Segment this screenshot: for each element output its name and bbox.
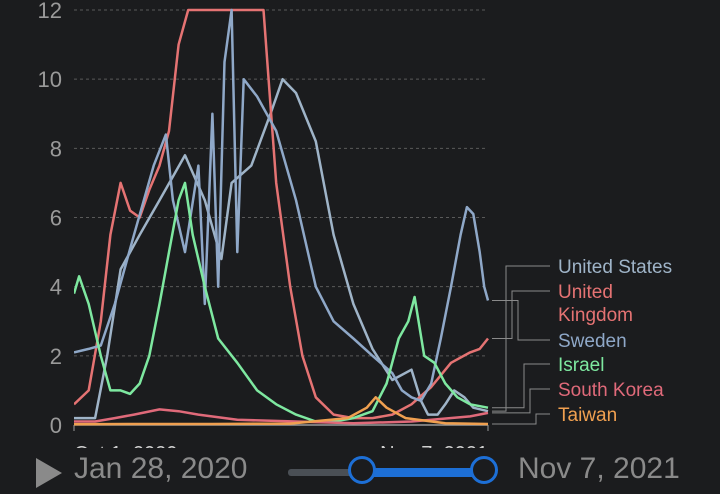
timeline-start-date: Jan 28, 2020 <box>74 452 248 485</box>
y-tick-label: 6 <box>50 206 62 231</box>
legend-label: Taiwan <box>558 405 617 426</box>
y-tick-label: 0 <box>50 413 62 438</box>
series-line <box>74 181 489 423</box>
legend-label: Israel <box>558 355 604 376</box>
legend-label: South Korea <box>558 380 664 401</box>
legend-connector <box>492 388 550 414</box>
legend-label: Sweden <box>558 331 627 352</box>
y-tick-label: 12 <box>38 0 62 23</box>
legend-connector <box>492 363 550 409</box>
y-tick-label: 2 <box>50 344 62 369</box>
legend-label: United States <box>558 257 672 278</box>
timeline-slider-range[interactable] <box>362 468 484 477</box>
y-tick-label: 8 <box>50 136 62 161</box>
play-icon[interactable] <box>36 458 62 488</box>
timeline-end-handle[interactable] <box>470 456 498 484</box>
series-line <box>74 408 489 425</box>
series-line <box>74 8 490 403</box>
x-tick-label: Nov 7, 2021 <box>380 443 488 448</box>
series-line <box>74 77 489 420</box>
timeline-end-date: Nov 7, 2021 <box>518 452 680 485</box>
series-line <box>74 8 489 420</box>
y-tick-label: 10 <box>38 67 62 92</box>
legend-connector <box>492 413 550 425</box>
timeline-bar: Jan 28, 2020 Nov 7, 2021 <box>0 448 720 494</box>
line-chart: 0 2 4 6 8 10 12 Oct 1, 2020 Nov 7, 2021 United St… <box>38 0 673 448</box>
timeline-start-handle[interactable] <box>348 456 376 484</box>
legend-connector <box>492 300 550 341</box>
legend-label: Kingdom <box>558 305 633 326</box>
y-tick-label: 4 <box>50 275 62 300</box>
legend-connector <box>492 290 550 340</box>
legend-label: United <box>558 282 613 303</box>
series-line <box>74 396 489 426</box>
x-tick-label: Oct 1, 2020 <box>74 443 177 448</box>
series-group <box>74 8 490 426</box>
